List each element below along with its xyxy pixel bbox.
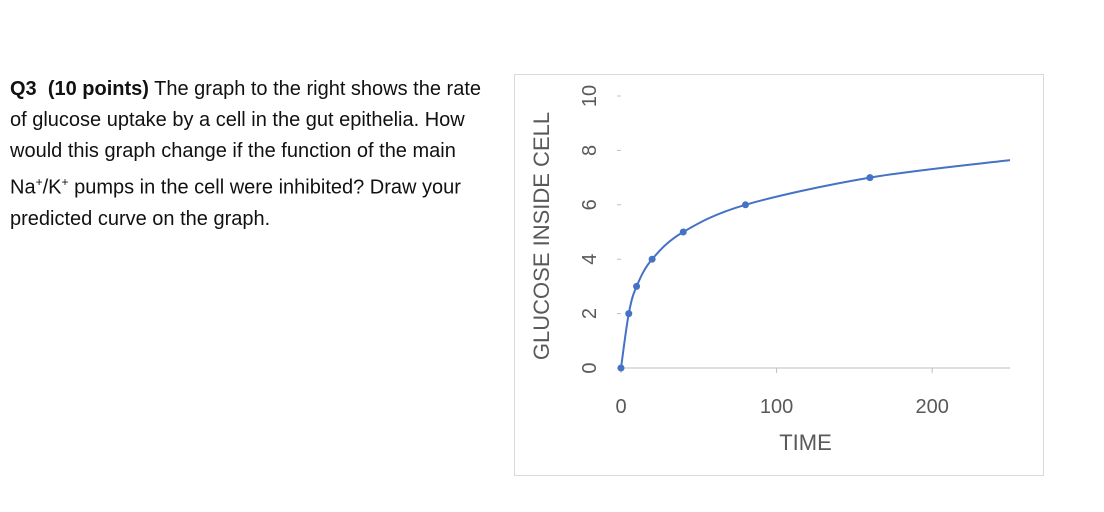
x-tick-label: 0 bbox=[615, 396, 626, 418]
y-tick-label: 4 bbox=[579, 254, 601, 265]
potassium-charge: + bbox=[61, 175, 69, 189]
question-label: Q3 bbox=[10, 78, 37, 100]
question-points: (10 points) bbox=[47, 78, 149, 100]
question-body: The graph to the right shows the rate of… bbox=[10, 78, 481, 199]
question-text: Q3 (10 points) The graph to the right sh… bbox=[10, 74, 490, 235]
y-tick-label: 2 bbox=[579, 308, 601, 319]
data-point bbox=[633, 282, 641, 290]
axes bbox=[617, 95, 1010, 373]
potassium-label: /K bbox=[42, 176, 62, 199]
data-point bbox=[617, 364, 625, 372]
chart-frame bbox=[514, 74, 1044, 476]
data-point bbox=[625, 310, 633, 318]
x-tick-label: 100 bbox=[760, 396, 793, 418]
y-tick-label: 10 bbox=[579, 85, 601, 107]
y-tick-label: 0 bbox=[579, 362, 601, 373]
series-line bbox=[620, 159, 1011, 369]
data-points bbox=[617, 174, 874, 372]
x-tick-label: 200 bbox=[916, 396, 949, 418]
sodium-charge: + bbox=[35, 175, 43, 189]
question-body-end: pumps in the cell were inhibited? Draw y… bbox=[10, 176, 461, 230]
y-axis-label: GLUCOSE INSIDE CELL bbox=[529, 112, 554, 360]
x-axis-label: TIME bbox=[779, 430, 832, 455]
y-tick-label: 8 bbox=[579, 145, 601, 156]
data-point bbox=[679, 228, 687, 236]
data-point bbox=[741, 201, 749, 209]
y-tick-label: 6 bbox=[579, 199, 601, 210]
data-point bbox=[648, 255, 656, 263]
data-point bbox=[866, 174, 874, 182]
question-paragraph: Q3 (10 points) The graph to the right sh… bbox=[10, 74, 490, 235]
